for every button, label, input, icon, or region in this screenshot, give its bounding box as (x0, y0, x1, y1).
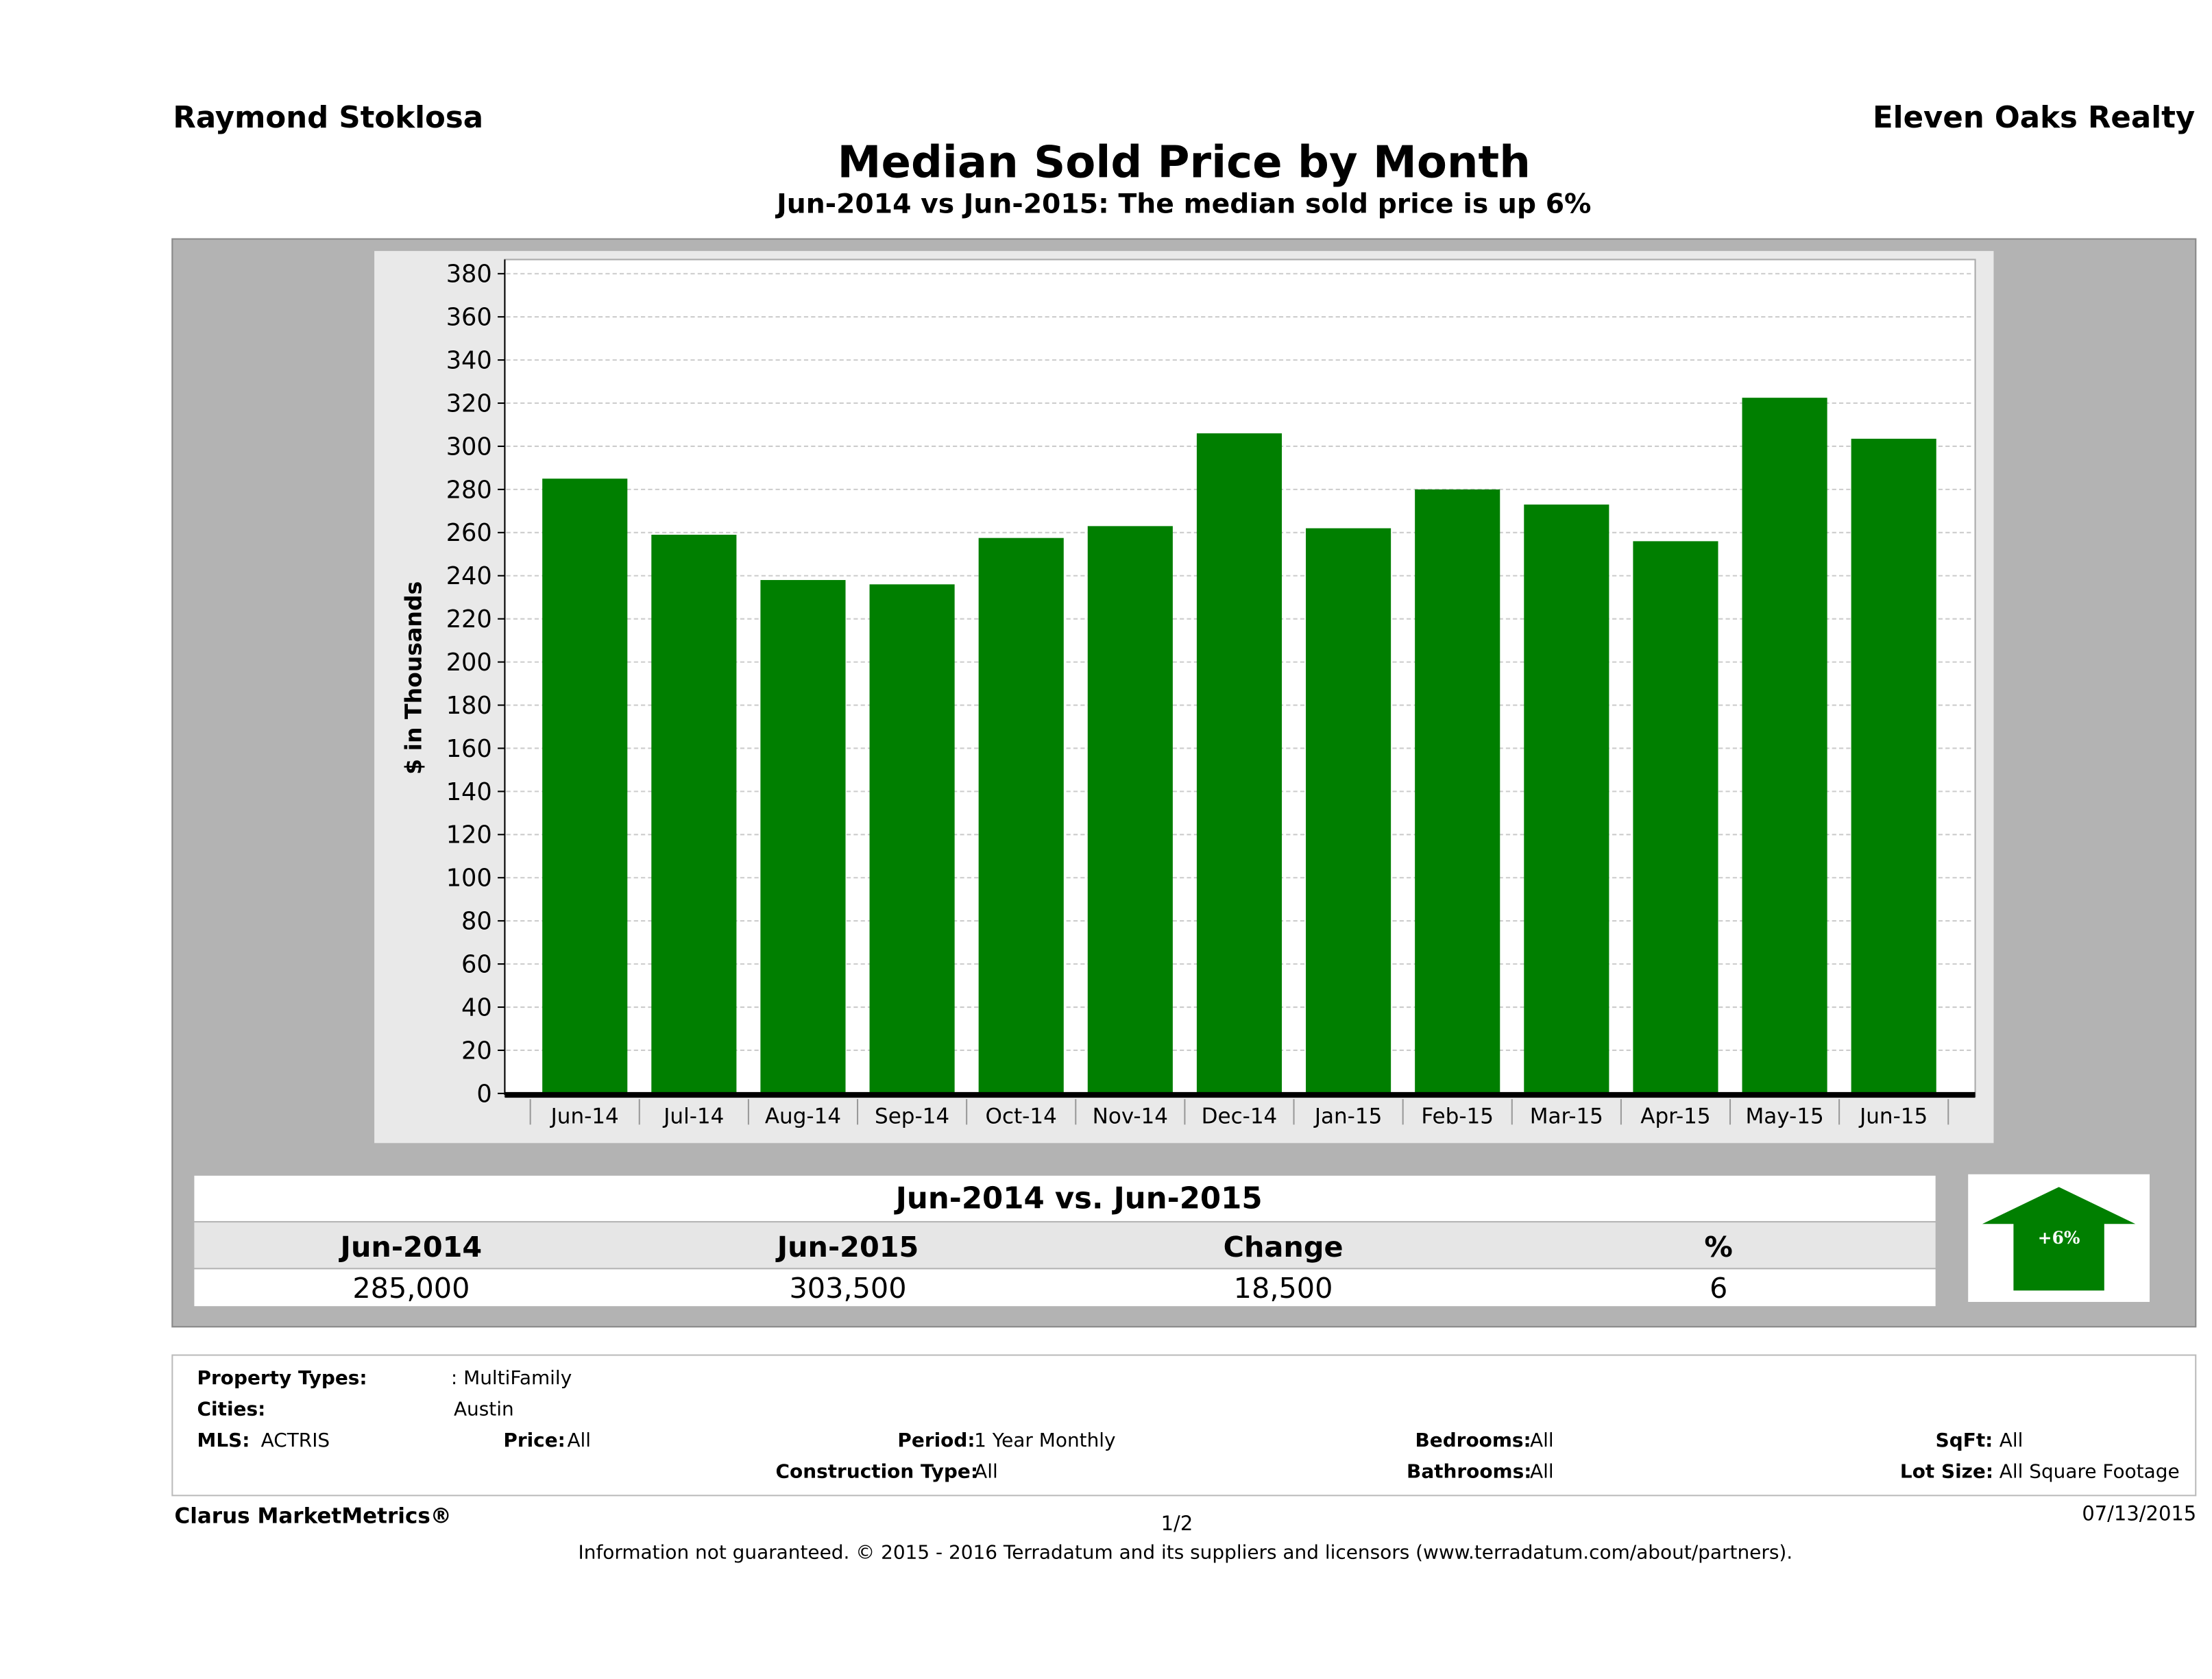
bar-chart: 0 20 40 60 80 100 120 140 160 180 200 220 240 260 280 3… (400, 258, 1976, 1128)
agent-name: Raymond Stoklosa (173, 100, 484, 135)
x-tick-label: Sep-14 (875, 1104, 949, 1128)
brokerage-name: Eleven Oaks Realty (1873, 100, 2196, 135)
report-date: 07/13/2015 (2082, 1503, 2197, 1526)
sqft-label: SqFt: (1935, 1429, 1993, 1453)
bathrooms-label: Bathrooms: (1407, 1460, 1532, 1484)
mls-value: ACTRIS (260, 1429, 330, 1453)
bathrooms-value: All (1530, 1460, 1554, 1484)
y-tick-label: 40 (461, 993, 492, 1022)
x-tick-label: May-15 (1745, 1104, 1823, 1128)
y-tick-label: 380 (446, 261, 492, 289)
period-value: 1 Year Monthly (974, 1429, 1116, 1453)
up-arrow-icon (1982, 1187, 2136, 1291)
summary-heading-row: Jun-2014 vs. Jun-2015 (194, 1175, 1936, 1222)
property-types-value: : MultiFamily (450, 1367, 572, 1390)
y-tick-label: 260 (446, 519, 492, 547)
criteria-box: Property Types: : MultiFamily Cities: Au… (171, 1354, 2197, 1497)
bar-aug-14 (760, 580, 846, 1094)
property-types-label: Property Types: (197, 1367, 367, 1390)
bar-apr-15 (1633, 541, 1718, 1094)
bar-jan-15 (1306, 528, 1391, 1094)
lot-size-value: All Square Footage (1999, 1460, 2180, 1484)
y-tick-label: 320 (446, 389, 492, 418)
bar-feb-15 (1415, 489, 1500, 1094)
chart-title: Median Sold Price by Month (837, 137, 1531, 189)
y-tick-label: 300 (446, 433, 492, 461)
value-jun-2015: 303,500 (789, 1270, 907, 1305)
footer-brand: Clarus MarketMetrics® (174, 1503, 452, 1529)
y-tick-label: 360 (446, 304, 492, 332)
price-value: All (567, 1429, 592, 1453)
bedrooms-value: All (1530, 1429, 1554, 1453)
bar-jun-14 (542, 479, 628, 1094)
summary-heading: Jun-2014 vs. Jun-2015 (895, 1181, 1263, 1216)
y-tick-label: 140 (446, 778, 492, 806)
x-tick-label: Nov-14 (1093, 1104, 1168, 1128)
y-tick-label: 240 (446, 562, 492, 590)
summary-header-row: Jun-2014 Jun-2015 Change % (194, 1222, 1936, 1268)
value-jun-2014: 285,000 (352, 1270, 470, 1305)
y-tick-label: 120 (446, 821, 492, 849)
bar-jul-14 (651, 534, 737, 1094)
y-tick-label: 100 (446, 865, 492, 893)
badge-text: +6% (2037, 1228, 2080, 1248)
mls-label: MLS: (197, 1429, 250, 1453)
col-percent: % (1704, 1229, 1733, 1264)
bar-may-15 (1742, 398, 1827, 1094)
x-tick-label: Jun-14 (550, 1104, 619, 1128)
bar-oct-14 (978, 537, 1064, 1094)
x-tick-label: Aug-14 (765, 1104, 841, 1128)
chart-subtitle: Jun-2014 vs Jun-2015: The median sold pr… (777, 189, 1592, 220)
disclaimer: Information not guaranteed. © 2015 - 201… (578, 1541, 1793, 1565)
x-tick-label: Mar-15 (1530, 1104, 1603, 1128)
value-change: 18,500 (1233, 1270, 1333, 1305)
summary-value-row: 285,000 303,500 18,500 6 (194, 1269, 1936, 1307)
cities-label: Cities: (197, 1398, 266, 1421)
bar-mar-15 (1524, 504, 1609, 1094)
y-tick-label: 280 (446, 476, 492, 504)
col-change: Change (1223, 1229, 1344, 1264)
y-tick-label: 220 (446, 605, 492, 633)
price-label: Price: (503, 1429, 566, 1453)
bar-nov-14 (1087, 526, 1173, 1094)
bar-jun-15 (1851, 438, 1936, 1094)
x-tick-label: Feb-15 (1421, 1104, 1494, 1128)
bedrooms-label: Bedrooms: (1415, 1429, 1531, 1453)
x-tick-label: Jul-14 (662, 1104, 724, 1128)
page-number: 1/2 (1160, 1513, 1193, 1536)
bar-dec-14 (1196, 433, 1283, 1094)
x-tick-label: Oct-14 (986, 1104, 1057, 1128)
construction-label: Construction Type: (775, 1460, 979, 1484)
period-label: Period: (897, 1429, 975, 1453)
value-percent: 6 (1709, 1270, 1728, 1305)
bar-sep-14 (869, 584, 955, 1094)
x-tick-label: Apr-15 (1640, 1104, 1710, 1128)
col-jun-2015: Jun-2015 (777, 1229, 919, 1264)
y-tick-label: 0 (476, 1080, 491, 1108)
cities-value: Austin (453, 1398, 514, 1421)
y-tick-label: 200 (446, 649, 492, 677)
change-badge: +6% (1968, 1174, 2150, 1302)
construction-value: All (974, 1460, 998, 1484)
y-tick-label: 60 (461, 951, 492, 979)
x-tick-label: Dec-14 (1202, 1104, 1278, 1128)
sqft-value: All (1999, 1429, 2023, 1453)
col-jun-2014: Jun-2014 (340, 1229, 483, 1264)
x-tick-label: Jan-15 (1313, 1104, 1382, 1128)
y-tick-label: 160 (446, 735, 492, 763)
y-axis-label: $ in Thousands (400, 581, 426, 775)
y-tick-label: 340 (446, 347, 492, 375)
lot-size-label: Lot Size: (1899, 1460, 1994, 1484)
y-tick-label: 180 (446, 692, 492, 720)
y-tick-label: 20 (461, 1037, 492, 1065)
x-tick-label: Jun-15 (1858, 1104, 1928, 1128)
y-tick-label: 80 (461, 908, 492, 936)
